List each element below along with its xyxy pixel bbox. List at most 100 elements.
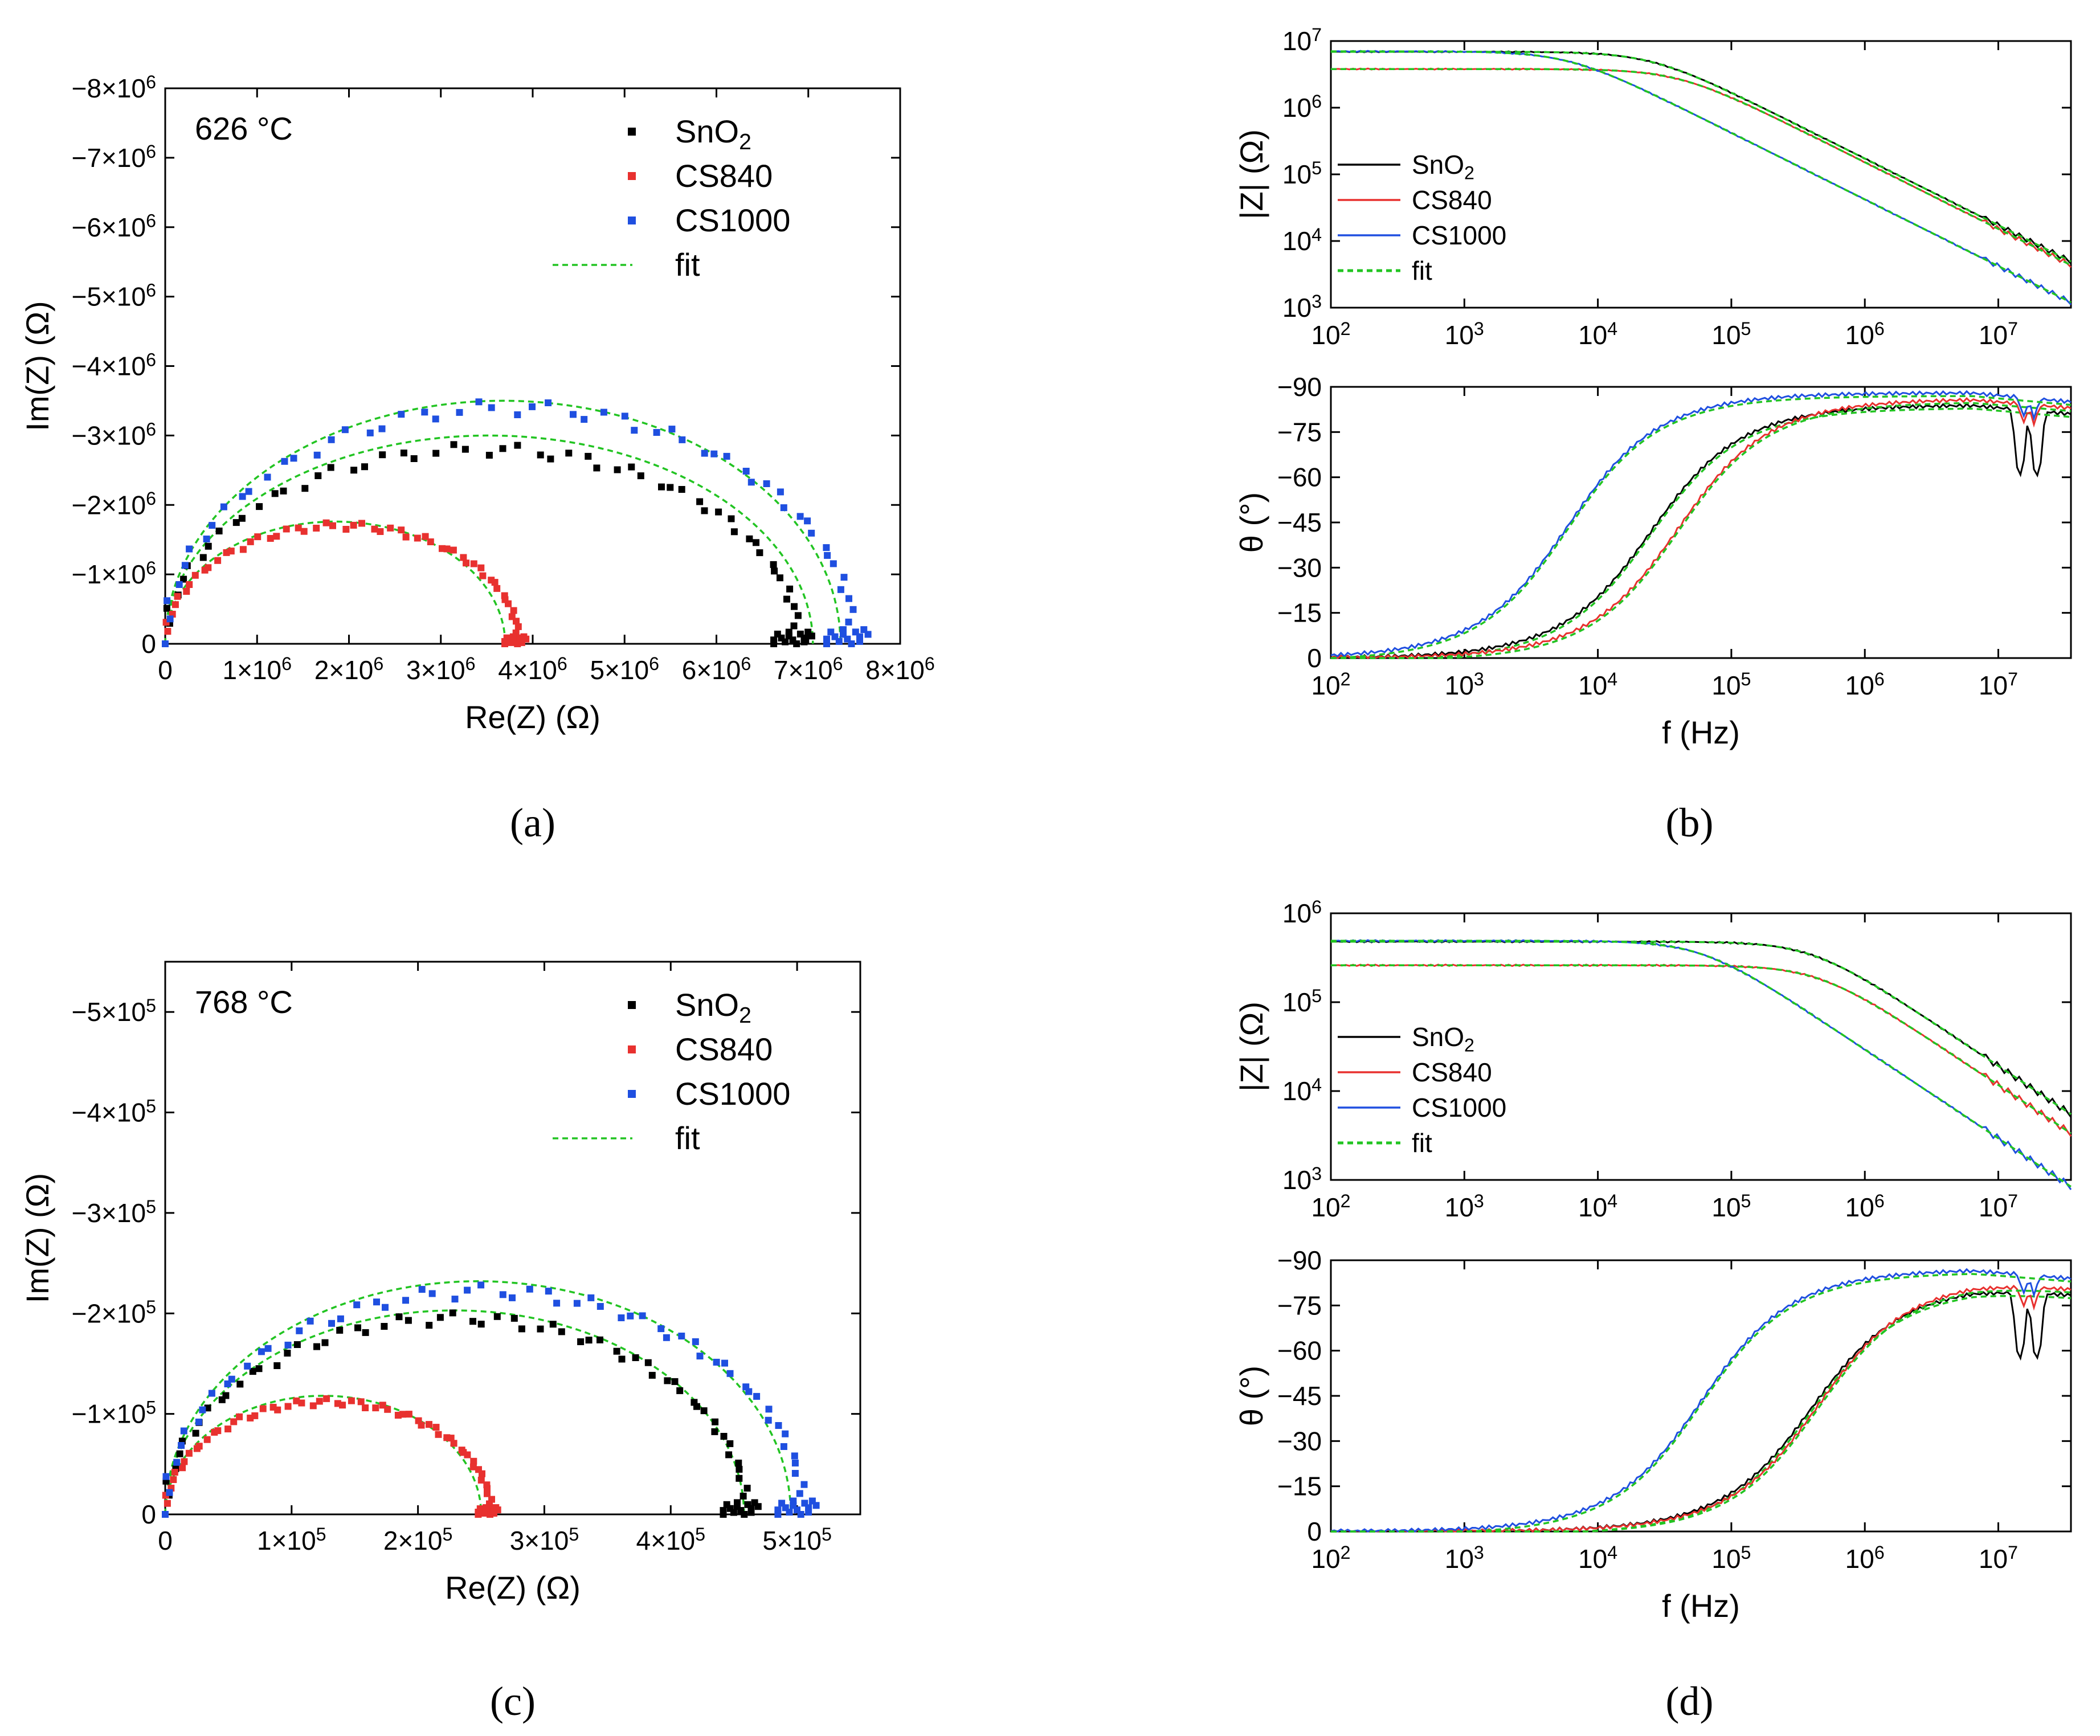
- data-point: [323, 1395, 330, 1402]
- data-point: [247, 538, 254, 545]
- data-point: [435, 1431, 442, 1438]
- data-point: [395, 1313, 403, 1321]
- y-tick-label: −4×105: [72, 1096, 156, 1127]
- y-tick-label: 106: [1282, 91, 1322, 122]
- phase-line-CS1000: [1330, 390, 2072, 658]
- data-point: [797, 1511, 804, 1518]
- data-point: [405, 1411, 412, 1418]
- data-point: [720, 1507, 727, 1514]
- legend-label-2: CS1000: [1412, 220, 1506, 250]
- data-point: [316, 1398, 323, 1405]
- data-point: [508, 639, 515, 646]
- data-point: [322, 519, 330, 526]
- magnitude-fit-SnO2: [1331, 51, 2072, 263]
- y-tick-label: −5×105: [72, 995, 156, 1027]
- y-tick-label-exponent: 5: [1312, 986, 1322, 1006]
- data-point: [484, 1490, 491, 1497]
- legend-label-2-text: CS1000: [675, 202, 790, 238]
- data-point: [414, 534, 421, 542]
- data-point: [658, 483, 665, 491]
- data-point: [678, 486, 685, 493]
- phase-line-CS840: [1330, 1284, 2072, 1533]
- data-point: [273, 1362, 281, 1369]
- data-point: [700, 1407, 708, 1415]
- legend-label-0-text: SnO: [1412, 150, 1464, 179]
- data-point: [790, 1497, 797, 1505]
- data-point: [203, 536, 210, 542]
- data-point: [464, 1451, 471, 1459]
- y-tick-label: −45: [1277, 1381, 1322, 1411]
- data-point: [314, 472, 322, 479]
- data-point: [463, 559, 470, 567]
- data-point: [835, 638, 843, 645]
- data-point: [239, 493, 246, 500]
- data-point: [371, 525, 378, 533]
- data-point: [350, 467, 358, 474]
- x-tick-label: 107: [1979, 1542, 2018, 1574]
- data-point: [251, 1412, 259, 1419]
- y-tick-label: 107: [1282, 24, 1322, 56]
- data-point: [258, 1348, 265, 1355]
- legend-label-0-subscript: 2: [1464, 163, 1474, 183]
- data-point: [298, 1399, 305, 1407]
- phase-fit-CS1000: [1331, 1273, 2072, 1533]
- data-point: [514, 442, 521, 449]
- data-point: [587, 1294, 595, 1301]
- magnitude-fit-SnO2: [1331, 940, 2072, 1116]
- data-point: [510, 1314, 518, 1322]
- data-point: [464, 1286, 471, 1294]
- data-point: [800, 634, 808, 642]
- x-tick-label-exponent: 3: [1474, 669, 1484, 689]
- x-tick-label-text: 2×10: [383, 1526, 443, 1555]
- y-tick-label: −60: [1277, 463, 1322, 492]
- data-point: [823, 544, 830, 552]
- legend-label-1-text: CS840: [675, 158, 773, 194]
- series-SnO2: [162, 441, 815, 647]
- data-point: [791, 1452, 798, 1460]
- data-point: [166, 1489, 173, 1496]
- legend-label-1: CS840: [675, 158, 773, 194]
- data-point: [713, 1358, 720, 1366]
- data-point: [469, 1318, 476, 1325]
- data-point: [477, 564, 485, 571]
- magnitude-fit-CS840: [1331, 964, 2072, 1134]
- data-point: [220, 503, 227, 510]
- data-point: [378, 425, 386, 432]
- x-tick-label-exponent: 6: [373, 653, 383, 674]
- data-point: [785, 628, 792, 636]
- phase-line-SnO2: [1330, 1290, 2072, 1533]
- y-tick-label: −2×105: [72, 1297, 156, 1328]
- y-tick-label-text: −5×10: [72, 997, 146, 1027]
- x-tick-label-exponent: 6: [465, 653, 476, 674]
- y-tick-label: −30: [1277, 553, 1322, 582]
- x-tick-label-text: 0: [158, 655, 173, 685]
- data-point: [734, 1499, 741, 1506]
- x-tick-label: 103: [1445, 1191, 1484, 1222]
- panel-label: (a): [510, 800, 555, 845]
- data-point: [162, 1473, 170, 1480]
- data-point: [791, 1459, 799, 1467]
- data-point: [199, 1406, 206, 1414]
- x-axis-label: Re(Z) (Ω): [445, 1570, 581, 1606]
- data-point: [597, 1303, 604, 1310]
- data-point: [696, 1353, 704, 1360]
- data-point: [354, 1324, 361, 1331]
- data-point: [421, 409, 428, 416]
- x-tick-label-text: 1×10: [222, 655, 281, 685]
- x-tick-label-exponent: 5: [1741, 1542, 1751, 1563]
- data-point: [477, 1321, 485, 1328]
- data-point: [780, 504, 787, 512]
- magnitude-fit-CS840: [1331, 68, 2072, 266]
- y-tick-label-text: −2×10: [72, 1298, 146, 1328]
- data-point: [808, 632, 815, 640]
- data-point: [313, 525, 320, 532]
- data-point: [491, 579, 499, 586]
- data-point: [514, 623, 522, 630]
- y-tick-label-exponent: 5: [146, 1096, 156, 1116]
- plot-frame: [164, 87, 901, 645]
- x-tick-label-exponent: 5: [695, 1524, 705, 1545]
- data-point: [741, 1511, 748, 1518]
- data-point: [357, 1398, 365, 1406]
